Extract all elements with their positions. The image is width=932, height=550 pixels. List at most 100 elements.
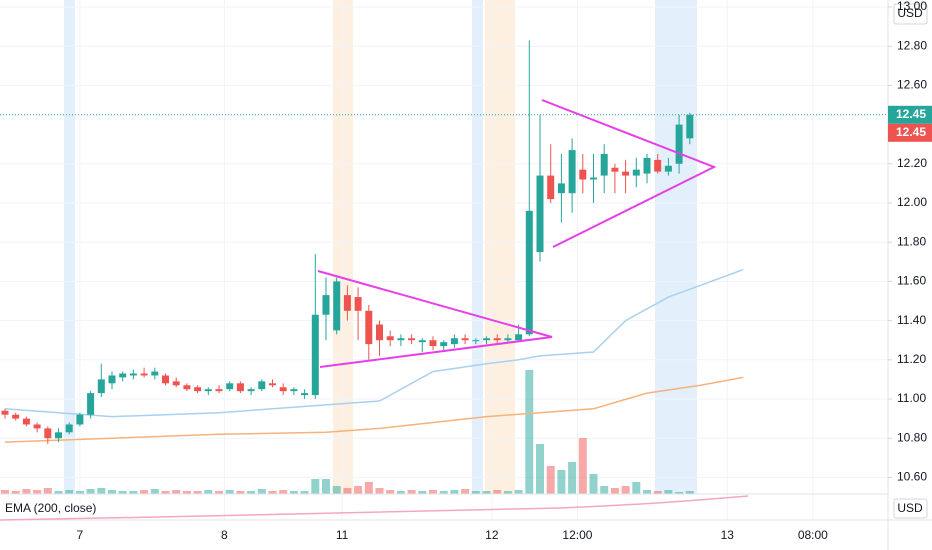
price-label: 12.45 (896, 107, 926, 121)
candle-body (590, 177, 597, 180)
price-label: 12.45 (896, 125, 926, 139)
candle-body (664, 165, 672, 172)
candle-body (622, 171, 630, 176)
volume-bar (22, 489, 31, 494)
volume-bar (54, 491, 63, 494)
x-tick-label: 13 (721, 528, 735, 542)
candle-body (151, 371, 159, 376)
x-tick-label: 11 (336, 528, 349, 542)
ema-200-line (0, 495, 749, 521)
volume-bar (546, 466, 555, 494)
candle-body (386, 336, 394, 341)
candle-body (504, 338, 512, 341)
candle-body (129, 373, 137, 376)
session-band (472, 0, 483, 494)
volume-bar (161, 491, 170, 494)
volume-bar (11, 491, 20, 494)
candle-body (450, 338, 458, 345)
candle-body (226, 383, 234, 390)
volume-bar (268, 491, 277, 494)
candle-body (429, 340, 437, 347)
y-tick-label: 12.20 (897, 156, 927, 170)
volume-bar (557, 470, 566, 494)
candle-body (354, 297, 362, 311)
volume-bar (632, 482, 641, 494)
volume-bar (461, 489, 470, 494)
candle-body (472, 340, 480, 342)
candle-body (557, 183, 565, 194)
moving-average-line (4, 268, 744, 418)
x-tick-label: 12:00 (562, 528, 592, 542)
triangle-pattern (317, 270, 553, 368)
candle-body (194, 387, 202, 392)
candle-body (1, 410, 9, 415)
volume-bar (97, 488, 106, 494)
candle-body (55, 432, 62, 439)
volume-bar (589, 474, 598, 494)
candle-body (579, 169, 587, 180)
plot (0, 40, 888, 494)
y-tick-label: 11.80 (897, 234, 926, 248)
candle-body (290, 389, 298, 392)
volume-bar (600, 486, 609, 494)
candle-body (301, 393, 309, 396)
y-tick-label: 13.00 (897, 0, 927, 13)
session-band (333, 0, 353, 494)
currency-badge[interactable] (893, 498, 928, 519)
candle-body (397, 338, 405, 341)
candle-body (33, 424, 41, 429)
grid (0, 0, 888, 520)
candle-body (525, 210, 533, 335)
volume-bar (386, 490, 395, 494)
candle-body (461, 338, 469, 341)
volume-bar (482, 491, 491, 494)
volume-bar (375, 488, 384, 494)
session-band (485, 0, 515, 494)
candle-body (162, 375, 169, 384)
volume-bar (493, 490, 502, 494)
volume-bar (578, 438, 587, 494)
moving-average-line (4, 376, 744, 443)
volume-bar (450, 490, 459, 494)
volume-bar (236, 491, 245, 494)
currency-badge[interactable] (893, 3, 928, 25)
volume-bar (86, 489, 95, 494)
volume-bar (215, 491, 223, 494)
candle-body (108, 375, 116, 384)
candle-body (236, 383, 244, 392)
candle-body (269, 383, 276, 386)
volume-bar (536, 444, 544, 494)
volume-bar (182, 491, 191, 494)
candle-body (515, 334, 523, 341)
candle-body (140, 373, 148, 376)
y-tick-label: 10.60 (897, 470, 927, 484)
y-tick-label: 10.80 (897, 430, 927, 444)
volume-bar (621, 486, 630, 494)
volume-bar (140, 490, 149, 494)
y-tick-label: 12.00 (897, 195, 927, 209)
candle-body (536, 175, 544, 252)
volume-bar (118, 491, 127, 494)
candle-body (204, 389, 212, 392)
candle-body (65, 424, 73, 433)
candle-body (12, 414, 20, 419)
candle-body (279, 387, 287, 392)
volume-bar (193, 491, 202, 494)
candle-body (87, 393, 95, 415)
candle-body (343, 295, 351, 311)
candle-body (493, 338, 501, 341)
volume-bar (75, 491, 84, 494)
volume-bar (471, 491, 480, 494)
volume-bar (439, 491, 448, 494)
volume-bar (204, 490, 213, 494)
candle-body (611, 167, 619, 172)
triangle-drawings (317, 99, 717, 368)
y-tick-label: 12.60 (897, 78, 927, 92)
candle-body (675, 124, 683, 164)
volume-bar (429, 490, 437, 494)
x-tick-label: 8 (221, 528, 228, 542)
y-tick-label: 12.80 (897, 38, 927, 52)
candle-body (258, 381, 266, 390)
